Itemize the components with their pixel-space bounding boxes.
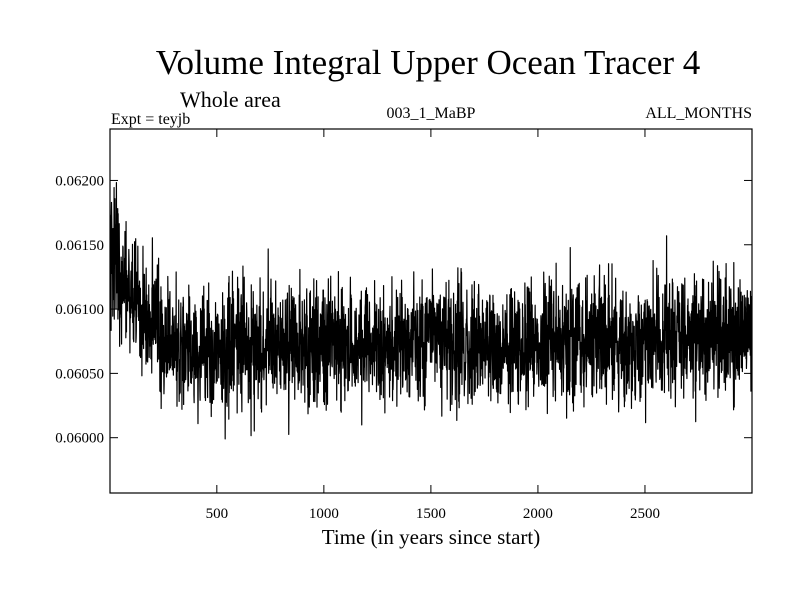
series-line xyxy=(110,181,752,440)
run-label: 003_1_MaBP xyxy=(387,105,476,122)
y-tick-label: 0.06050 xyxy=(55,366,104,382)
plot-frame xyxy=(109,128,753,494)
period-label: ALL_MONTHS xyxy=(645,105,752,122)
y-tick-label: 0.06150 xyxy=(55,238,104,254)
experiment-label: Expt = teyjb xyxy=(111,111,190,128)
x-tick-label: 2500 xyxy=(630,506,660,522)
x-tick-label: 2000 xyxy=(523,506,553,522)
y-tick-label: 0.06200 xyxy=(55,173,104,189)
x-axis-label: Time (in years since start) xyxy=(322,525,541,549)
y-tick-label: 0.06100 xyxy=(55,302,104,318)
x-tick-label: 500 xyxy=(206,506,229,522)
chart-subtitle: Whole area xyxy=(180,87,281,112)
x-tick-label: 1500 xyxy=(416,506,446,522)
x-tick-label: 1000 xyxy=(309,506,339,522)
chart-title: Volume Integral Upper Ocean Tracer 4 xyxy=(156,43,701,82)
y-tick-label: 0.06000 xyxy=(55,431,104,447)
